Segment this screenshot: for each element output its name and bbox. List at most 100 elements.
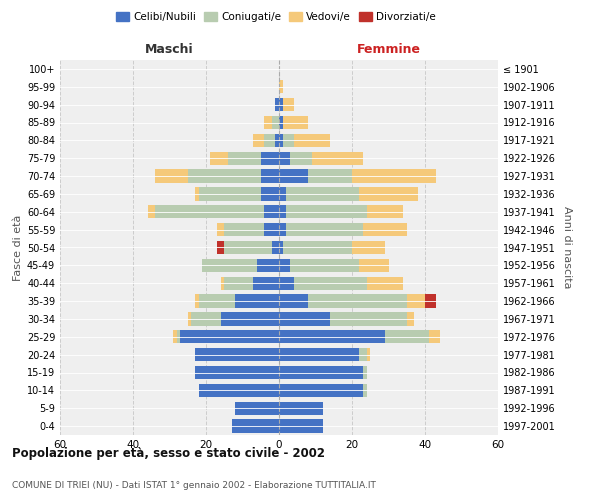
Bar <box>286 187 359 200</box>
Bar <box>308 294 407 308</box>
Bar <box>312 152 363 165</box>
Bar <box>275 98 279 112</box>
Bar <box>191 312 221 326</box>
Bar <box>367 348 370 362</box>
Bar <box>330 312 407 326</box>
Bar <box>221 312 279 326</box>
Bar <box>279 170 308 183</box>
Bar <box>286 205 367 218</box>
Bar <box>224 241 272 254</box>
Bar <box>283 116 308 129</box>
Y-axis label: Anni di nascita: Anni di nascita <box>562 206 572 289</box>
Bar <box>261 152 279 165</box>
Bar <box>261 187 279 200</box>
Bar <box>209 152 228 165</box>
Bar <box>173 330 177 344</box>
Bar <box>228 152 261 165</box>
Bar <box>283 134 293 147</box>
Bar <box>195 366 279 379</box>
Bar <box>257 258 279 272</box>
Bar <box>202 258 257 272</box>
Bar <box>195 187 199 200</box>
Bar <box>279 348 359 362</box>
Text: Femmine: Femmine <box>356 44 421 57</box>
Bar <box>272 116 279 129</box>
Bar <box>224 276 253 290</box>
Bar <box>367 276 403 290</box>
Bar <box>279 223 286 236</box>
Bar <box>352 170 436 183</box>
Bar <box>359 348 367 362</box>
Bar <box>265 223 279 236</box>
Bar <box>272 241 279 254</box>
Bar <box>253 134 265 147</box>
Bar <box>279 276 293 290</box>
Y-axis label: Fasce di età: Fasce di età <box>13 214 23 280</box>
Bar <box>188 312 191 326</box>
Text: Popolazione per età, sesso e stato civile - 2002: Popolazione per età, sesso e stato civil… <box>12 448 325 460</box>
Bar <box>367 205 403 218</box>
Bar <box>293 134 330 147</box>
Bar <box>279 152 290 165</box>
Bar <box>155 170 188 183</box>
Bar <box>279 116 283 129</box>
Bar <box>253 276 279 290</box>
Bar <box>363 384 367 397</box>
Bar <box>308 170 352 183</box>
Bar <box>265 205 279 218</box>
Bar <box>188 170 261 183</box>
Bar <box>261 170 279 183</box>
Bar <box>283 241 352 254</box>
Bar <box>279 312 330 326</box>
Bar <box>199 384 279 397</box>
Bar <box>385 330 428 344</box>
Bar <box>279 205 286 218</box>
Bar <box>279 366 363 379</box>
Bar <box>407 312 414 326</box>
Bar <box>279 258 290 272</box>
Bar <box>363 223 407 236</box>
Bar <box>283 98 293 112</box>
Bar <box>279 330 385 344</box>
Bar <box>235 294 279 308</box>
Bar <box>199 294 235 308</box>
Bar <box>290 258 359 272</box>
Bar <box>279 294 308 308</box>
Bar <box>177 330 181 344</box>
Bar <box>425 294 436 308</box>
Bar <box>181 330 279 344</box>
Bar <box>155 205 265 218</box>
Bar <box>279 98 283 112</box>
Bar <box>217 241 224 254</box>
Bar <box>290 152 312 165</box>
Bar <box>148 205 155 218</box>
Bar <box>217 223 224 236</box>
Bar <box>279 134 283 147</box>
Bar <box>279 384 363 397</box>
Bar <box>195 348 279 362</box>
Bar <box>359 258 389 272</box>
Bar <box>359 187 418 200</box>
Bar <box>279 241 283 254</box>
Legend: Celibi/Nubili, Coniugati/e, Vedovi/e, Divorziati/e: Celibi/Nubili, Coniugati/e, Vedovi/e, Di… <box>112 8 440 26</box>
Bar <box>224 223 265 236</box>
Bar <box>279 402 323 415</box>
Bar <box>195 294 199 308</box>
Bar <box>235 402 279 415</box>
Bar <box>221 276 224 290</box>
Bar <box>232 420 279 433</box>
Bar <box>407 294 425 308</box>
Text: COMUNE DI TRIEI (NU) - Dati ISTAT 1° gennaio 2002 - Elaborazione TUTTITALIA.IT: COMUNE DI TRIEI (NU) - Dati ISTAT 1° gen… <box>12 480 376 490</box>
Bar <box>199 187 261 200</box>
Text: Maschi: Maschi <box>145 44 194 57</box>
Bar <box>286 223 363 236</box>
Bar <box>363 366 367 379</box>
Bar <box>265 116 272 129</box>
Bar <box>352 241 385 254</box>
Bar <box>428 330 440 344</box>
Bar <box>279 187 286 200</box>
Bar <box>275 134 279 147</box>
Bar <box>265 134 275 147</box>
Bar <box>293 276 367 290</box>
Bar <box>279 420 323 433</box>
